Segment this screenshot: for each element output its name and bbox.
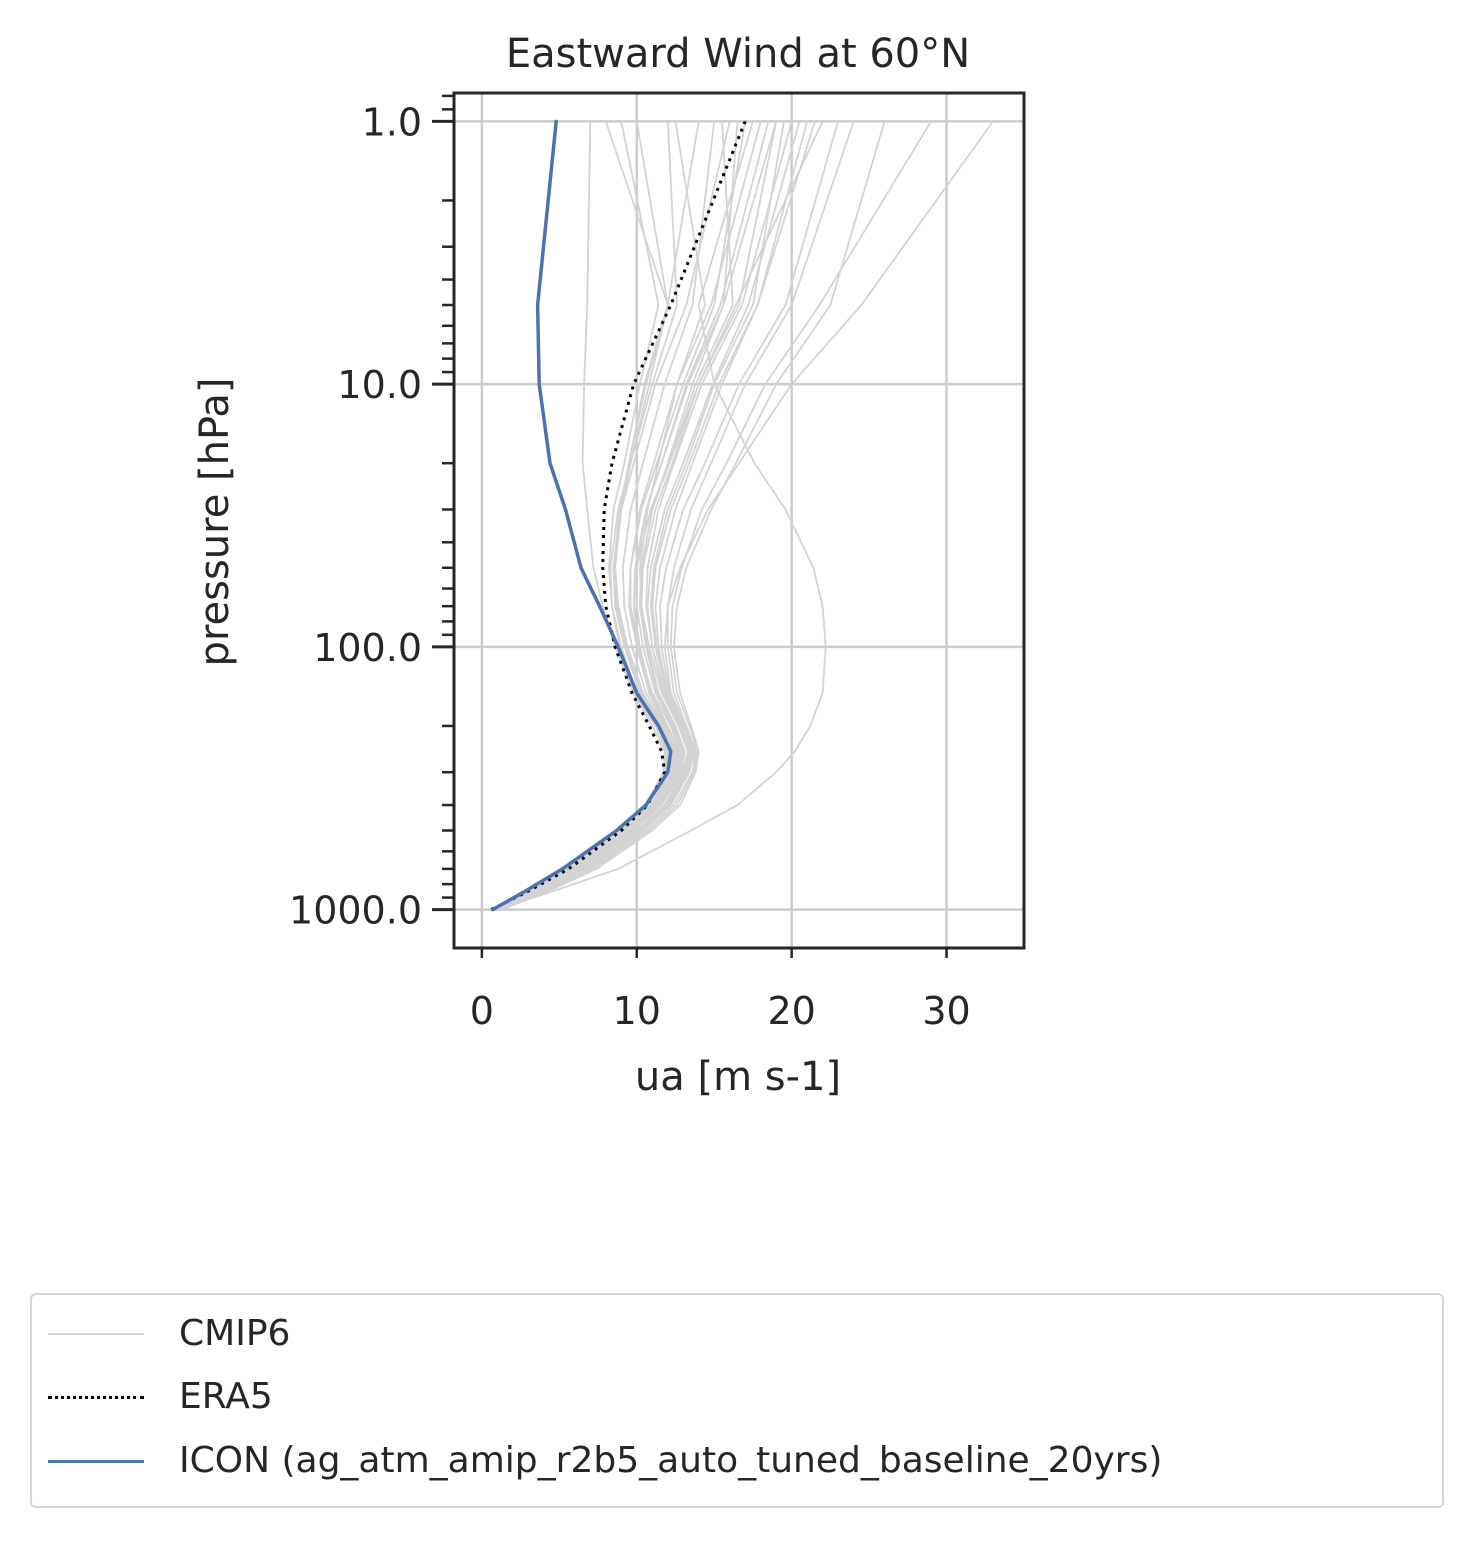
grid-layer <box>454 93 1024 948</box>
cmip6-line-21 <box>492 121 674 911</box>
cmip6-line-14 <box>492 121 675 911</box>
cmip6-line-23 <box>495 121 734 911</box>
cmip6-line-26 <box>498 121 706 911</box>
icon-series <box>490 119 673 912</box>
legend: CMIP6 ERA5 ICON (ag_atm_amip_r2b5_auto_t… <box>30 1293 1444 1508</box>
y-tick-label-3: 1000.0 <box>289 889 422 933</box>
cmip6-line-27 <box>493 121 778 911</box>
cmip6-line-22 <box>498 121 816 911</box>
x-tick-label-2: 20 <box>767 989 815 1033</box>
x-axis-label: ua [m s-1] <box>635 1054 841 1100</box>
y-axis-ticks: 1.0 10.0 100.0 1000.0 <box>289 94 454 933</box>
chart-canvas: 0 10 20 30 1.0 10.0 100.0 1000.0 Eastward Wind… <box>192 31 1026 1100</box>
cmip6-line-16 <box>495 121 770 911</box>
y-axis-label: pressure [hPa] <box>192 378 238 667</box>
y-tick-label-2: 100.0 <box>313 626 422 670</box>
cmip6-line-8 <box>500 121 855 911</box>
cmip6-series <box>489 120 994 911</box>
cmip6-line-5 <box>493 121 762 911</box>
chart-title: Eastward Wind at 60°N <box>506 31 970 77</box>
plot-frame <box>452 91 1026 950</box>
era5-line <box>490 120 747 911</box>
cmip6-line-11 <box>501 121 886 911</box>
cmip6-line-19 <box>493 121 739 911</box>
icon-line <box>490 119 673 912</box>
y-tick-label-0: 1.0 <box>362 100 422 144</box>
x-tick-label-3: 30 <box>922 989 970 1033</box>
legend-item-icon: ICON (ag_atm_amip_r2b5_auto_tuned_baseli… <box>32 1432 1442 1492</box>
legend-swatch-icon <box>48 1460 144 1463</box>
legend-label-cmip6: CMIP6 <box>179 1313 291 1354</box>
x-tick-label-1: 10 <box>613 989 661 1033</box>
legend-label-era5: ERA5 <box>179 1376 273 1417</box>
cmip6-line-25 <box>495 120 994 911</box>
legend-label-icon: ICON (ag_atm_amip_r2b5_auto_tuned_baseli… <box>179 1440 1163 1481</box>
legend-item-cmip6: CMIP6 <box>32 1305 1442 1365</box>
cmip6-line-9 <box>495 121 824 911</box>
x-axis-ticks: 0 10 20 30 <box>470 948 971 1033</box>
legend-swatch-cmip6 <box>48 1333 144 1335</box>
cmip6-line-18 <box>500 120 932 911</box>
y-tick-label-1: 10.0 <box>337 363 422 407</box>
cmip6-line-24 <box>497 121 827 911</box>
era5-series <box>490 120 747 911</box>
cmip6-line-15 <box>498 121 839 911</box>
legend-swatch-era5 <box>48 1396 144 1399</box>
cmip6-line-4 <box>490 121 731 911</box>
legend-item-era5: ERA5 <box>32 1368 1442 1428</box>
x-tick-label-0: 0 <box>470 989 494 1033</box>
